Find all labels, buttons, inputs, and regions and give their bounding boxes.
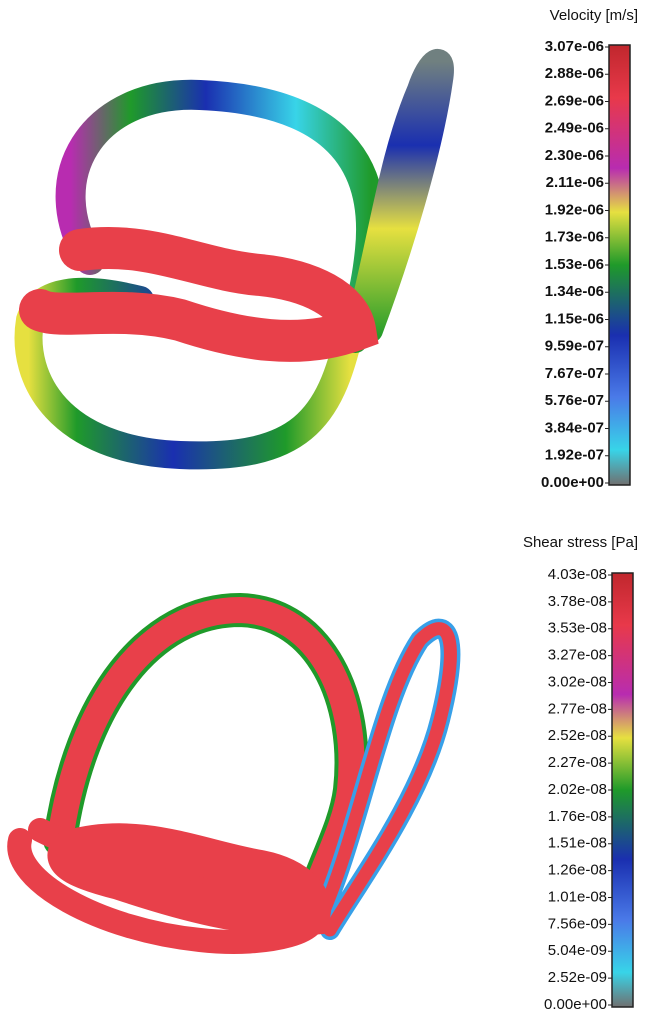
colorbar-gradient	[612, 573, 633, 1007]
colorbar-label: 2.69e-06	[545, 92, 604, 109]
colorbar-label: 1.76e-08	[548, 808, 607, 825]
colorbar: Velocity [m/s] 3.07e-06 2.88e-06 2.69e-06 2.…	[541, 7, 638, 491]
colorbar-label: 1.53e-06	[545, 256, 604, 273]
colorbar-label: 3.84e-07	[545, 419, 604, 436]
colorbar-label: 0.00e+00	[544, 996, 607, 1013]
shear-render	[19, 610, 450, 942]
colorbar-label: 1.51e-08	[548, 835, 607, 852]
colorbar-label: 2.02e-08	[548, 781, 607, 798]
colorbar-title: Shear stress [Pa]	[523, 534, 638, 551]
colorbar-label: 1.92e-07	[545, 447, 604, 464]
colorbar-label: 1.26e-08	[548, 862, 607, 879]
colorbar-label: 0.00e+00	[541, 474, 604, 491]
colorbar-label: 5.04e-09	[548, 942, 607, 959]
colorbar-label: 3.53e-08	[548, 620, 607, 637]
colorbar-label: 3.27e-08	[548, 647, 607, 664]
colorbar-label: 1.34e-06	[545, 283, 604, 300]
colorbar-gradient	[609, 45, 630, 485]
colorbar-label: 3.78e-08	[548, 593, 607, 610]
figure: Velocity [m/s] 3.07e-06 2.88e-06 2.69e-06 2.…	[0, 0, 649, 1017]
colorbar-label: 1.01e-08	[548, 888, 607, 905]
colorbar-label: 1.15e-06	[545, 310, 604, 327]
colorbar-label: 1.73e-06	[545, 229, 604, 246]
colorbar-label: 2.88e-06	[545, 65, 604, 82]
colorbar-label: 3.02e-08	[548, 673, 607, 690]
colorbar-label: 5.76e-07	[545, 392, 604, 409]
colorbar-label: 9.59e-07	[545, 338, 604, 355]
colorbar-label: 2.11e-06	[546, 174, 604, 191]
colorbar-label: 3.07e-06	[545, 38, 604, 55]
colorbar-label: 2.77e-08	[548, 700, 607, 717]
colorbar-label: 2.52e-09	[548, 969, 607, 986]
colorbar-label: 4.03e-08	[548, 566, 607, 583]
colorbar-label: 7.56e-09	[548, 915, 607, 932]
colorbar-label: 2.27e-08	[548, 754, 607, 771]
colorbar-title: Velocity [m/s]	[550, 7, 638, 24]
colorbar-label: 2.52e-08	[548, 727, 607, 744]
colorbar-label: 1.92e-06	[545, 201, 604, 218]
velocity-render	[29, 62, 441, 456]
colorbar-label: 7.67e-07	[545, 365, 604, 382]
colorbar-label: 2.30e-06	[545, 147, 604, 164]
colorbar-label: 2.49e-06	[545, 120, 604, 137]
colorbar: Shear stress [Pa] 4.03e-08 3.78e-08 3.53e-0…	[523, 534, 638, 1013]
